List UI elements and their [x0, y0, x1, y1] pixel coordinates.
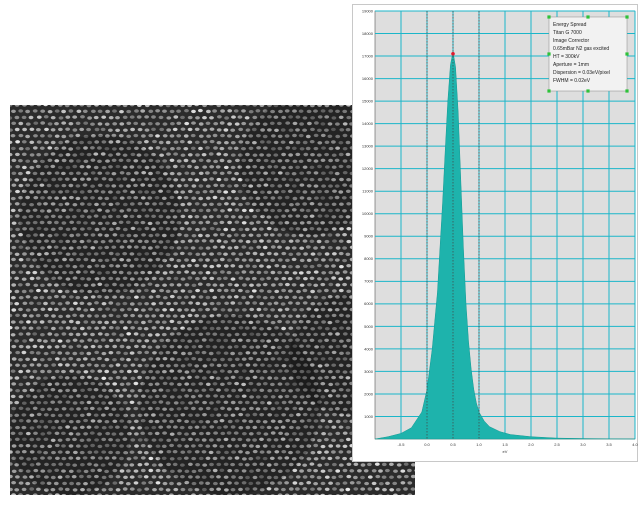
- x-tick-label: 0.0: [424, 442, 430, 447]
- y-tick-label: 18000: [362, 31, 374, 36]
- y-tick-label: 3000: [364, 369, 374, 374]
- resize-handle[interactable]: [625, 52, 629, 56]
- legend-text: Energy Spread Titan G 7000 Image Corrector…: [553, 22, 610, 84]
- resize-handle[interactable]: [586, 89, 590, 93]
- y-tick-label: 11000: [362, 189, 374, 194]
- legend-line: FWHM = 0.02eV: [553, 78, 591, 84]
- y-tick-label: 7000: [364, 279, 374, 284]
- resize-handle[interactable]: [586, 15, 590, 19]
- y-axis-ticks: 1000 2000 3000 4000 5000 6000 7000 8000 9000 1000…: [362, 8, 374, 418]
- legend-line: Image Corrector: [553, 38, 589, 44]
- y-tick-label: 14000: [362, 121, 374, 126]
- x-axis-ticks: -0.5 0.0 0.5 1.0 1.5 2.0 2.5 3.0 3.5 4.0: [398, 442, 638, 447]
- x-tick-label: 3.5: [606, 442, 612, 447]
- chart-svg: 1000 2000 3000 4000 5000 6000 7000 8000 9000 1000…: [362, 8, 638, 454]
- resize-handle[interactable]: [625, 89, 629, 93]
- y-tick-label: 9000: [364, 234, 374, 239]
- y-tick-label: 1000: [364, 414, 374, 419]
- x-tick-label: 0.5: [450, 442, 456, 447]
- y-tick-label: 13000: [362, 144, 374, 149]
- x-tick-label: 2.0: [528, 442, 534, 447]
- y-tick-label: 8000: [364, 256, 374, 261]
- y-tick-label: 10000: [362, 211, 374, 216]
- y-tick-label: 5000: [364, 324, 374, 329]
- y-tick-label: 4000: [364, 346, 374, 351]
- x-tick-label: -0.5: [398, 442, 406, 447]
- contrast-variation: [10, 95, 410, 495]
- y-tick-label: 19000: [362, 8, 374, 13]
- y-tick-label: 12000: [362, 166, 374, 171]
- legend-line: HT = 300kV: [553, 54, 580, 60]
- grid: [375, 10, 636, 439]
- x-tick-label: 3.0: [580, 442, 586, 447]
- resize-handle[interactable]: [547, 15, 551, 19]
- x-tick-label: 1.0: [476, 442, 482, 447]
- y-tick-label: 6000: [364, 301, 374, 306]
- y-tick-label: 16000: [362, 76, 374, 81]
- resize-handle[interactable]: [547, 89, 551, 93]
- legend-line: Aperture = 1mm: [553, 62, 589, 68]
- y-tick-label: 2000: [364, 391, 374, 396]
- histogram-area: [374, 51, 636, 440]
- y-tick-label: 17000: [362, 53, 374, 58]
- energy-spread-chart: 1000 2000 3000 4000 5000 6000 7000 8000 9000 1000…: [352, 4, 638, 462]
- legend-line: Titan G 7000: [553, 30, 582, 36]
- x-tick-label: 2.5: [554, 442, 560, 447]
- legend-line: Energy Spread: [553, 22, 587, 28]
- legend-line: Dispersion = 0.03eV/pixel: [553, 70, 610, 76]
- x-tick-label: 4.0: [632, 442, 638, 447]
- y-tick-label: 15000: [362, 99, 374, 104]
- legend[interactable]: Energy Spread Titan G 7000 Image Corrector…: [547, 15, 629, 93]
- x-tick-label: 1.5: [502, 442, 508, 447]
- resize-handle[interactable]: [625, 15, 629, 19]
- legend-line: 0.65mBar N2 gas excited: [553, 46, 609, 52]
- resize-handle[interactable]: [547, 52, 551, 56]
- peak-markers: [426, 11, 480, 439]
- peak-marker: [451, 52, 455, 56]
- legend-resize-handles[interactable]: [547, 15, 629, 93]
- legend-frame: [548, 16, 628, 92]
- x-axis-label: eV: [503, 449, 508, 454]
